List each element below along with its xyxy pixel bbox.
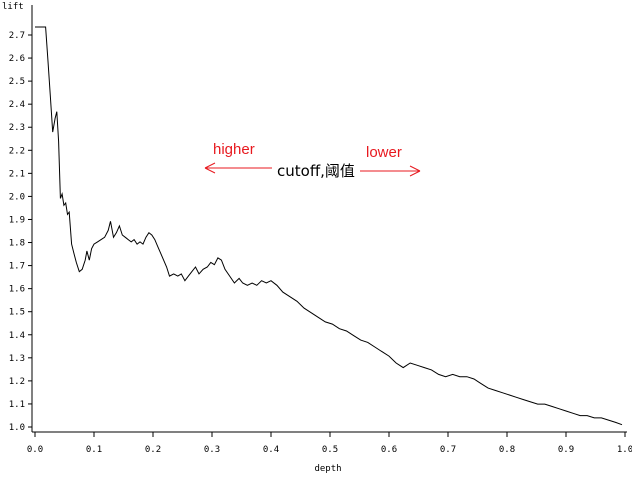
x-tick-label: 0.1 [86, 445, 102, 455]
y-tick-label: 2.6 [9, 54, 25, 64]
x-ticks: 0.0 0.1 0.2 0.3 0.4 0.5 0.6 0.7 0.8 0.9 1.0 [27, 432, 632, 455]
y-tick-label: 1.6 [9, 285, 25, 295]
plot-frame [31, 5, 627, 433]
cutoff-annotation: higher lower cutoff,阈值 [204, 141, 421, 180]
x-tick-label: 0.5 [322, 445, 338, 455]
y-tick-label: 1.5 [9, 308, 25, 318]
right-arrow-icon [360, 165, 421, 177]
lift-series-line [35, 26, 623, 426]
x-tick-label: 1.0 [617, 445, 632, 455]
y-tick-label: 1.2 [9, 377, 25, 387]
x-tick-label: 0.3 [204, 445, 220, 455]
x-tick-label: 0.8 [499, 445, 515, 455]
x-tick-label: 0.0 [27, 445, 43, 455]
cutoff-label: cutoff,阈值 [277, 162, 355, 180]
y-axis-label: lift [2, 2, 24, 12]
y-tick-label: 2.1 [9, 169, 25, 179]
x-tick-label: 0.2 [145, 445, 161, 455]
left-arrow-icon [204, 162, 272, 174]
x-tick-label: 0.4 [263, 445, 279, 455]
y-tick-label: 2.3 [9, 123, 25, 133]
y-tick-label: 1.3 [9, 354, 25, 364]
y-tick-label: 2.0 [9, 192, 25, 202]
y-tick-label: 1.8 [9, 239, 25, 249]
y-tick-label: 1.0 [9, 423, 25, 433]
lower-label: lower [366, 144, 402, 161]
y-tick-label: 1.7 [9, 262, 25, 272]
y-tick-label: 2.5 [9, 77, 25, 87]
x-tick-label: 0.7 [440, 445, 456, 455]
x-axis-label: depth [314, 464, 341, 474]
x-tick-label: 0.6 [381, 445, 397, 455]
y-tick-label: 1.9 [9, 215, 25, 225]
y-tick-label: 1.1 [9, 400, 25, 410]
y-tick-label: 2.7 [9, 31, 25, 41]
x-tick-label: 0.9 [558, 445, 574, 455]
y-tick-label: 1.4 [9, 331, 25, 341]
y-ticks: 1.0 1.1 1.2 1.3 1.4 1.5 1.6 1.7 1.8 1.9 2.0 2.1 2.2 2… [9, 31, 32, 433]
y-tick-label: 2.2 [9, 146, 25, 156]
higher-label: higher [213, 141, 255, 158]
y-tick-label: 2.4 [9, 100, 25, 110]
